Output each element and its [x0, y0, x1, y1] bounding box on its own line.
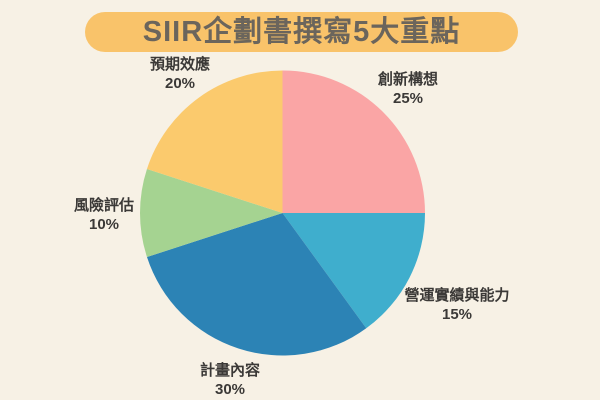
slice-label-pct: 30%: [214, 381, 246, 398]
pie-slice-4: [146, 70, 283, 213]
slice-label-operation: 營運實績與能力 15%: [404, 286, 509, 324]
slice-label-pct: 20%: [164, 75, 196, 92]
slice-label-pct: 25%: [392, 90, 424, 107]
pie-slice-2: [146, 213, 367, 356]
slice-label-name: 創新構想: [377, 71, 439, 88]
slice-label-name: 計畫內容: [199, 362, 261, 379]
slice-label-risk: 風險評估 10%: [74, 196, 134, 234]
slice-label-name: 營運實績與能力: [404, 287, 510, 304]
pie-slice-0: [282, 70, 425, 213]
title-banner: SIIR企劃書撰寫5大重點: [85, 12, 518, 52]
slice-label-pct: 15%: [441, 306, 473, 323]
pie-slice-1: [282, 213, 425, 329]
slice-label-plan: 計畫內容 30%: [200, 361, 260, 399]
pie-slice-3: [139, 168, 283, 258]
slice-label-name: 預期效應: [149, 56, 211, 73]
page-title: SIIR企劃書撰寫5大重點: [142, 15, 461, 48]
slice-label-name: 風險評估: [73, 197, 135, 214]
slice-label-pct: 10%: [88, 216, 120, 233]
slice-label-innovation: 創新構想 25%: [378, 70, 438, 108]
slice-label-expected: 預期效應 20%: [150, 55, 210, 93]
